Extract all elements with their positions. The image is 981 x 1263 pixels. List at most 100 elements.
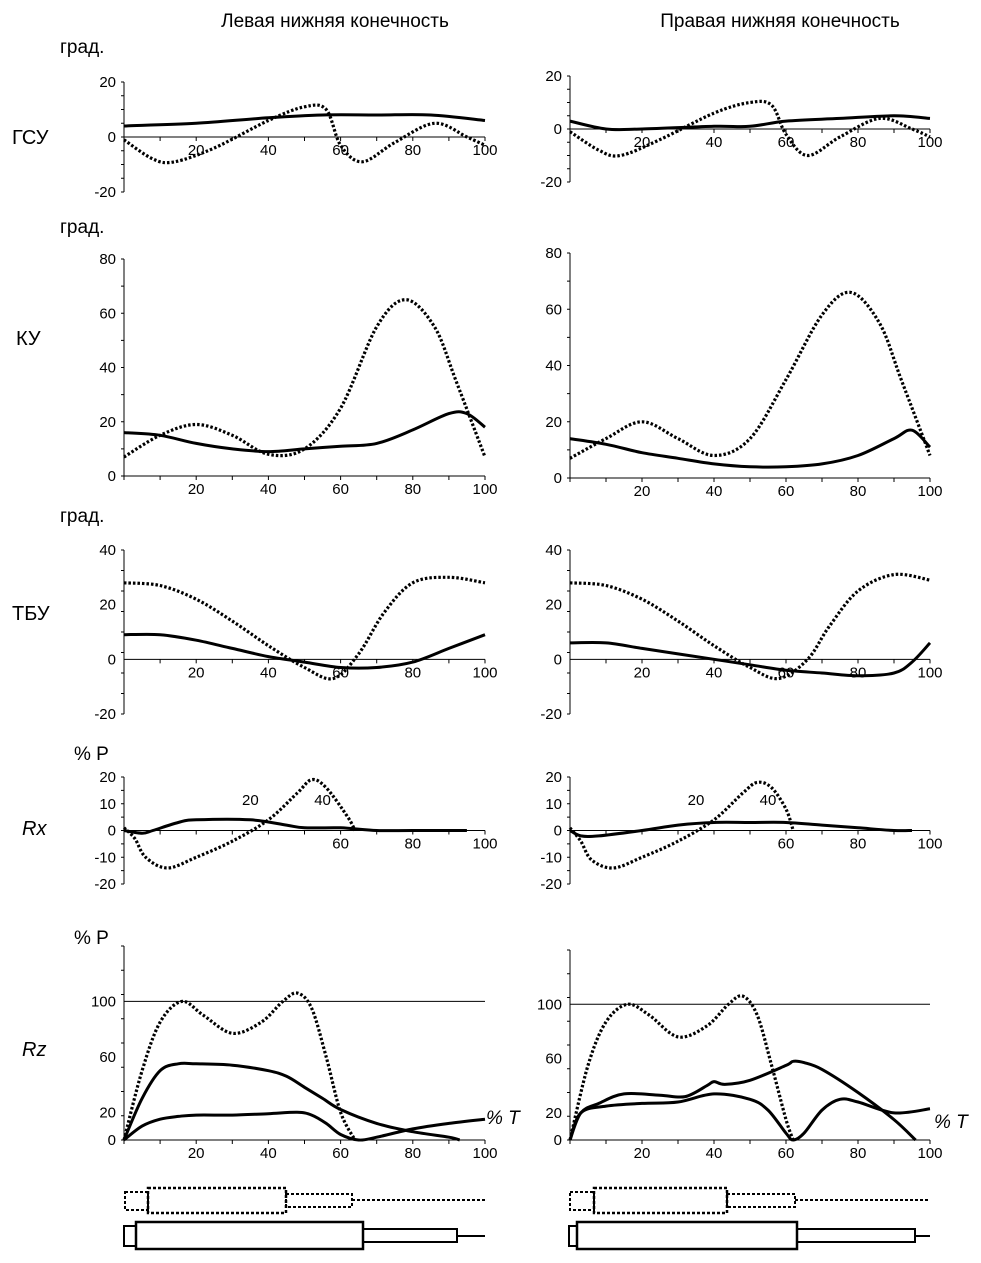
x-tick-label: 40 [706, 664, 723, 681]
series-solid [569, 114, 931, 132]
series-dotted [569, 572, 931, 681]
series-dotted [123, 298, 487, 459]
x-tick-label: 100 [917, 664, 942, 681]
right-phase-diagram [568, 1186, 930, 1251]
left-phase-solid-small [123, 1225, 137, 1247]
rz-left-time-unit: % T [486, 1108, 521, 1129]
series-dotted [122, 777, 357, 870]
series-solid-1 [568, 1059, 917, 1142]
gsu-unit-label: град. [60, 37, 104, 58]
y-tick-label: 100 [537, 996, 562, 1013]
y-tick-label: 20 [545, 68, 562, 85]
x-tick-label: 100 [917, 134, 942, 151]
x-tick-label: 20 [188, 481, 205, 498]
row-label-ku: КУ [16, 328, 41, 350]
y-tick-label: 0 [554, 470, 562, 487]
x-tick-label: 40 [706, 1145, 723, 1162]
x-tick-label: 20 [634, 134, 651, 151]
right-column-title: Правая нижняя конечность [660, 11, 900, 32]
y-tick-label: -20 [94, 876, 116, 893]
x-tick-label-upper: 40 [314, 792, 331, 809]
x-tick-label: 80 [850, 836, 867, 853]
series-dotted [568, 780, 795, 870]
series-dotted [568, 994, 795, 1141]
left-phase-dotted-swing [285, 1193, 353, 1208]
y-tick-label: 20 [545, 1105, 562, 1122]
right-phase-dotted-swing [726, 1193, 796, 1208]
y-tick-label: 60 [99, 305, 116, 322]
series-solid [569, 428, 932, 469]
x-tick-label: 80 [404, 481, 421, 498]
y-tick-label: 20 [545, 414, 562, 431]
rz-right-time-unit: % T [934, 1112, 969, 1133]
x-tick-label: 40 [260, 1145, 277, 1162]
y-tick-label: 80 [99, 251, 116, 268]
x-tick-label: 40 [260, 664, 277, 681]
y-tick-label: 60 [545, 1051, 562, 1068]
right-phase-dotted-small [569, 1191, 595, 1211]
y-tick-label: -20 [540, 876, 562, 893]
x-tick-label-upper: 20 [688, 792, 705, 809]
series-dotted [123, 103, 486, 165]
chart-rz-right: 100 60 20 0 20 40 60 80 100 [537, 949, 943, 1162]
x-tick-label: 80 [850, 134, 867, 151]
series-dotted [569, 99, 931, 158]
x-tick-label: 20 [188, 664, 205, 681]
x-tick-label: 100 [917, 483, 942, 500]
x-tick-label: 40 [706, 483, 723, 500]
x-tick-label: 60 [332, 836, 349, 853]
left-phase-diagram [123, 1186, 485, 1251]
y-tick-label: 60 [545, 301, 562, 318]
chart-gsu-left: 20 0 -20 20 40 60 80 100 [94, 74, 497, 201]
left-phase-dotted-support [146, 1186, 288, 1215]
y-tick-label: 20 [99, 1104, 116, 1121]
series-solid [123, 632, 486, 670]
x-tick-label: 40 [260, 481, 277, 498]
ku-unit-label: град. [60, 217, 104, 238]
x-tick-label: 100 [917, 836, 942, 853]
x-tick-label: 80 [850, 1145, 867, 1162]
rz-unit-label: % P [74, 928, 109, 949]
y-tick-label: 20 [545, 597, 562, 614]
x-tick-label: 20 [634, 1145, 651, 1162]
left-column-title: Левая нижняя конечность [221, 11, 449, 32]
series-solid [123, 410, 486, 454]
chart-ku-left: 80 60 40 20 0 20 40 60 80 100 [99, 251, 497, 498]
y-tick-label: 0 [108, 823, 116, 840]
row-label-rz: Rz [22, 1039, 46, 1061]
y-tick-label: 40 [545, 358, 562, 375]
x-tick-label-upper: 20 [242, 792, 259, 809]
row-label-tbu: ТБУ [12, 603, 50, 625]
y-tick-label: 20 [545, 769, 562, 786]
x-tick-label: 100 [472, 142, 497, 159]
y-tick-label: 20 [99, 74, 116, 91]
x-tick-label: 20 [188, 1145, 205, 1162]
y-tick-label: -10 [94, 849, 116, 866]
left-phase-dotted-small [124, 1191, 149, 1211]
x-tick-label: 20 [188, 142, 205, 159]
y-tick-label: -20 [540, 706, 562, 723]
y-tick-label: 20 [99, 414, 116, 431]
y-tick-label: 0 [108, 129, 116, 146]
y-tick-label: 0 [554, 1132, 562, 1149]
rx-unit-label: % P [74, 744, 109, 765]
right-phase-dotted-support [592, 1186, 729, 1215]
series-solid [123, 113, 486, 128]
x-tick-label: 60 [332, 481, 349, 498]
series-dotted [569, 290, 932, 460]
x-tick-label: 100 [472, 1145, 497, 1162]
series-solid-2 [568, 1092, 931, 1142]
tbu-unit-label: град. [60, 506, 104, 527]
y-tick-label: 40 [99, 360, 116, 377]
y-tick-label: -20 [540, 174, 562, 191]
y-tick-label: 20 [99, 597, 116, 614]
y-tick-label: 10 [545, 796, 562, 813]
series-solid [569, 820, 913, 838]
x-tick-label: 100 [472, 836, 497, 853]
x-tick-label: 60 [332, 1145, 349, 1162]
y-tick-label: 40 [99, 542, 116, 559]
y-tick-label: 0 [554, 823, 562, 840]
